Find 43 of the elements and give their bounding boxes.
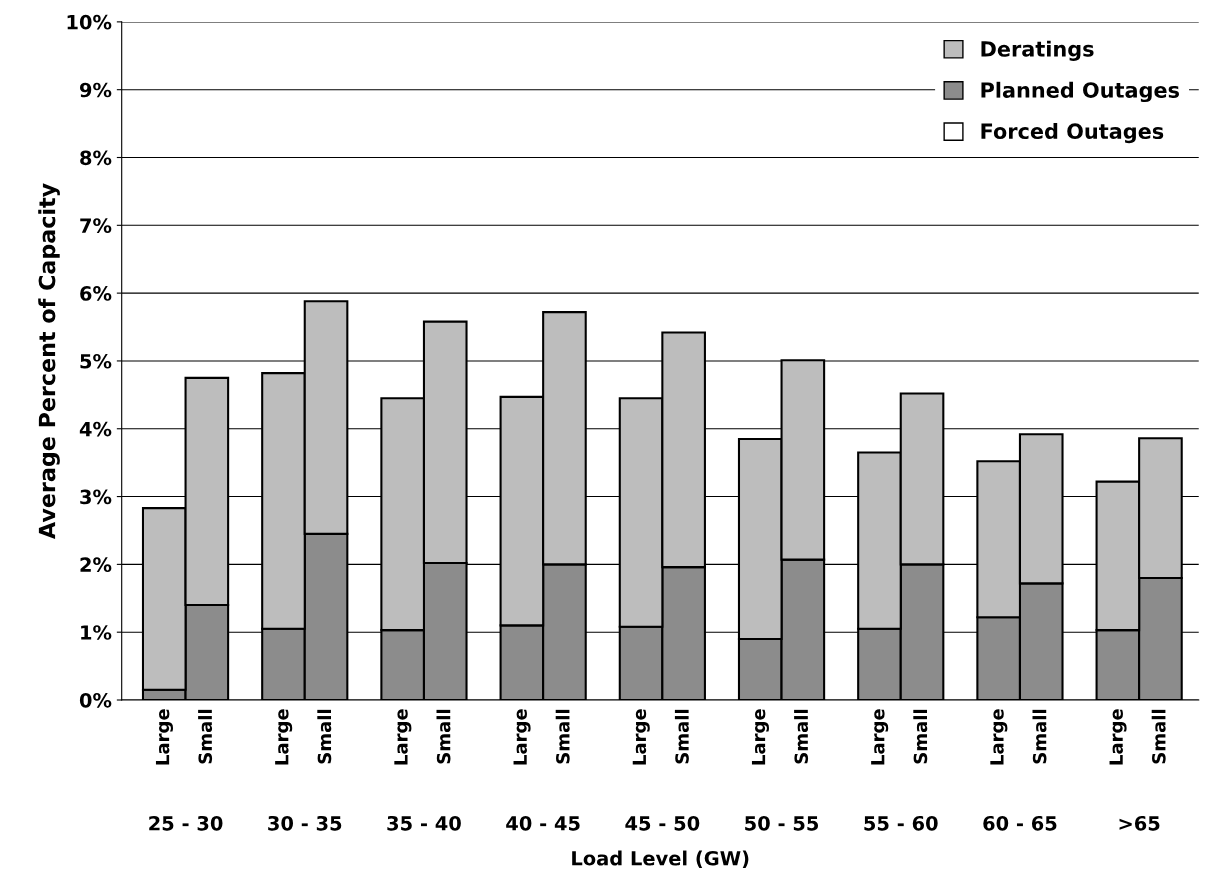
y-tick-label: 8% [80,150,112,166]
x-tick-label: Small [198,709,213,764]
y-tick-label: 9% [79,82,112,98]
x-tick-label: Large [394,709,412,765]
text: 40 - 45 [506,815,580,831]
x-tick-label: Large [632,709,650,765]
y-tick-label: 3% [80,489,112,505]
x-tick-label: Large [513,709,531,765]
x-tick-label: Small [317,709,332,764]
text: 55 - 60 [864,815,938,831]
y-tick-label: 0% [79,692,112,708]
text: 30 - 35 [268,815,342,831]
x-tick-label: Small [436,709,451,764]
y-tick-label: 1% [81,625,112,640]
x-tick-label: Large [1109,709,1127,765]
x-tick-label: Small [913,709,928,764]
x-axis-title: Load Level (GW) [572,850,749,868]
x-tick-label: Small [1151,709,1166,764]
legend-label: Forced Outages [981,122,1164,144]
text: 60 - 65 [983,815,1057,831]
y-tick-label: 2% [80,557,112,573]
x-tick-label: Small [794,709,809,764]
x-tick-label: Large [275,709,293,765]
text: 35 - 40 [387,815,461,831]
legend-label: Deratings [981,40,1094,61]
legend-label: Planned Outages [981,81,1180,103]
x-tick-label: Small [674,709,689,764]
x-tick-label: Large [990,709,1008,765]
y-axis-title: Average Percent of Capacity [38,183,60,539]
y-tick-label: 7% [80,218,112,233]
x-tick-label: Large [155,709,174,765]
x-tick-label: Small [555,709,570,764]
text: 45 - 50 [625,815,700,831]
y-tick-label: 6% [80,286,112,301]
y-tick-label: 4% [79,421,112,437]
y-tick-label: 10% [67,14,112,30]
x-tick-label: Small [1032,709,1047,764]
x-tick-label: Large [751,709,769,765]
text: >65 [1119,815,1160,831]
text: 50 - 55 [745,815,819,831]
text: 25 - 30 [149,815,223,831]
y-tick-label: 5% [80,353,112,369]
x-tick-label: Large [871,709,889,765]
